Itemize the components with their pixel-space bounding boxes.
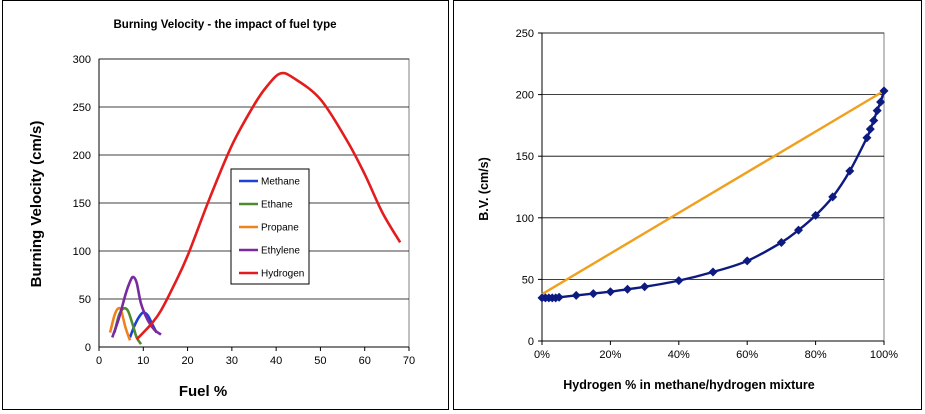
y-tick-label: 250: [516, 28, 534, 40]
data-point-marker: [876, 97, 886, 107]
y-tick-label: 300: [73, 54, 91, 66]
series-line-propane: [108, 306, 132, 341]
legend-label-propane: Propane: [261, 223, 299, 234]
x-tick-label: 70: [403, 355, 415, 367]
legend-label-ethane: Ethane: [261, 200, 293, 211]
data-point-marker: [605, 287, 615, 297]
legend-label-hydrogen: Hydrogen: [261, 269, 304, 280]
data-point-marker: [708, 267, 718, 277]
data-point-marker: [845, 166, 855, 176]
y-tick-label: 50: [79, 294, 91, 306]
y-tick-label: 100: [73, 246, 91, 258]
data-point-marker: [862, 133, 872, 143]
chart-legend: Methane Ethane Propane Ethylene Hydrogen: [230, 168, 310, 285]
right-series-group: [537, 86, 889, 303]
x-tick-label: 40: [270, 355, 282, 367]
y-tick-label: 0: [85, 342, 91, 354]
x-tick-label: 20%: [599, 349, 621, 361]
left-chart-panel: Burning Velocity - the impact of fuel ty…: [2, 0, 449, 410]
data-point-marker: [742, 256, 752, 266]
x-tick-label: 0: [96, 355, 102, 367]
x-tick-label: 0%: [534, 349, 550, 361]
data-point-marker: [865, 124, 875, 134]
y-axis-label: B.V. (cm/s): [477, 157, 491, 220]
data-point-marker: [811, 210, 821, 220]
x-tick-label: 30: [226, 355, 238, 367]
data-point-marker: [640, 282, 650, 292]
data-point-marker: [554, 292, 564, 302]
x-tick-label: 60: [359, 355, 371, 367]
y-axis-label: Burning Velocity (cm/s): [28, 121, 45, 288]
x-tick-label: 40%: [668, 349, 690, 361]
left-ticks: 0 50 100 150 200 250 300 0 10 20 30 40 50 60 70: [73, 54, 415, 367]
data-point-marker: [588, 289, 598, 299]
data-point-marker: [674, 276, 684, 286]
y-tick-label: 250: [73, 102, 91, 114]
y-tick-label: 0: [528, 336, 534, 348]
y-tick-label: 200: [73, 150, 91, 162]
x-tick-label: 20: [181, 355, 193, 367]
x-tick-label: 10: [137, 355, 149, 367]
y-tick-label: 50: [522, 274, 534, 286]
left-series-group: [108, 71, 402, 345]
legend-label-ethylene: Ethylene: [261, 246, 300, 257]
x-tick-label: 100%: [870, 349, 898, 361]
x-axis-label: Fuel %: [179, 383, 227, 400]
x-tick-label: 80%: [805, 349, 827, 361]
linear-reference-line: [541, 89, 885, 296]
data-point-marker: [776, 237, 786, 247]
hydrogen-mixture-chart: 0 50 100 150 200 250 0% 20% 40% 60% 80% 100% Hydrog…: [477, 28, 899, 392]
right-chart-panel: 0 50 100 150 200 250 0% 20% 40% 60% 80% 100% Hydrog…: [453, 0, 922, 410]
data-point-marker: [571, 290, 581, 300]
y-tick-label: 150: [73, 198, 91, 210]
data-point-marker: [623, 284, 632, 294]
right-grid: [541, 32, 885, 342]
data-point-marker: [872, 106, 882, 116]
right-ticks: 0 50 100 150 200 250 0% 20% 40% 60% 80% 100%: [516, 28, 899, 361]
y-tick-label: 100: [516, 213, 534, 225]
data-point-marker: [869, 115, 879, 125]
data-point-marker: [794, 225, 803, 235]
burning-velocity-chart: Burning Velocity - the impact of fuel ty…: [28, 19, 415, 400]
x-axis-label: Hydrogen % in methane/hydrogen mixture: [563, 378, 814, 392]
x-tick-label: 60%: [736, 349, 758, 361]
y-tick-label: 200: [516, 90, 534, 102]
legend-label-methane: Methane: [261, 177, 300, 188]
data-point-marker: [879, 86, 889, 96]
x-tick-label: 50: [314, 355, 326, 367]
y-tick-label: 150: [516, 151, 534, 163]
series-line-hydrogen: [135, 71, 402, 341]
data-point-marker: [828, 192, 838, 202]
chart-title: Burning Velocity - the impact of fuel ty…: [114, 19, 337, 31]
